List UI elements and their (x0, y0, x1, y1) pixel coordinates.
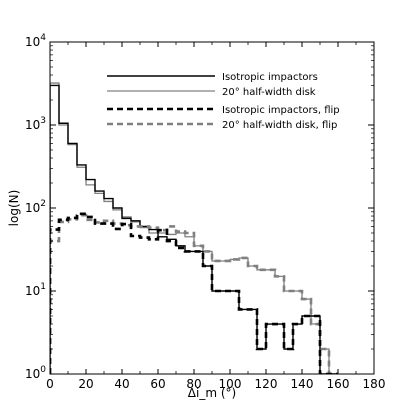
ticks-layer: 0 20 40 60 80 100 120 140 160 180 100 101 102 103 104 (25, 33, 385, 391)
x-tick-label: 160 (327, 377, 350, 391)
legend-label: 20° half-width disk (222, 87, 316, 98)
legend: Isotropic impactors 20° half-width disk Is… (107, 72, 340, 131)
x-tick-label: 100 (219, 377, 242, 391)
x-tick-label: 20 (78, 377, 93, 391)
y-tick-label: 101 (25, 282, 46, 298)
series-layer (50, 82, 338, 374)
x-axis-label: Δi_m (°) (188, 386, 236, 400)
y-tick-label: 103 (25, 116, 46, 132)
x-tick-label: 180 (363, 377, 386, 391)
x-tick-label: 60 (150, 377, 165, 391)
x-tick-label: 0 (46, 377, 54, 391)
y-tick-label: 104 (25, 33, 46, 49)
legend-label: Isotropic impactors, flip (222, 105, 340, 116)
x-tick-label: 80 (186, 377, 201, 391)
x-tick-label: 120 (255, 377, 278, 391)
legend-label: 20° half-width disk, flip (222, 120, 337, 131)
legend-label: Isotropic impactors (222, 72, 318, 83)
x-tick-label: 40 (114, 377, 129, 391)
plot-frame (49, 41, 375, 375)
axis-labels: Δi_m (°) log(N) (7, 190, 236, 400)
x-tick-label: 140 (291, 377, 314, 391)
series-3-line (50, 213, 338, 374)
y-tick-label: 100 (25, 365, 46, 381)
series-2-line (50, 212, 338, 374)
y-axis-label: log(N) (7, 190, 21, 227)
y-tick-label: 102 (25, 199, 46, 215)
